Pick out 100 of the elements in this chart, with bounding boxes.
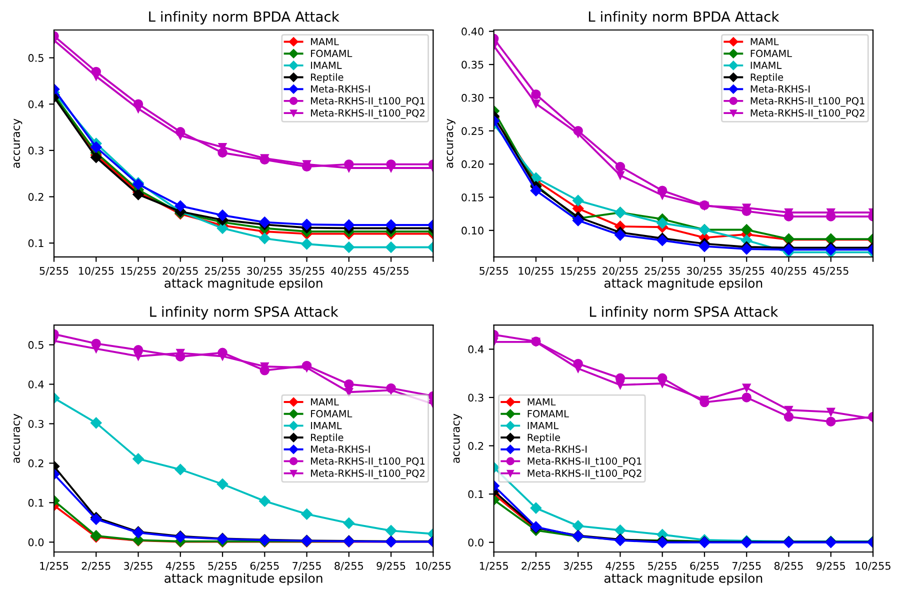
legend-label: MAML [311, 398, 339, 406]
x-tick-label: 7/255 [292, 562, 321, 571]
y-tick-label: 0.25 [462, 127, 484, 135]
x-tick-label: 4/255 [606, 562, 634, 571]
y-tick-label: 0.3 [468, 394, 484, 402]
x-tick-label: 7/255 [732, 562, 761, 571]
x-tick-label: 2/255 [82, 562, 110, 571]
legend-label: Meta-RKHS-II_t100_PQ2 [528, 470, 642, 480]
y-tick-label: 0.2 [28, 192, 44, 201]
y-tick-label: 0.20 [462, 160, 484, 168]
x-tick-label: 25/255 [644, 266, 680, 276]
x-tick-label: 20/255 [162, 266, 198, 276]
legend-label: IMAML [528, 422, 559, 430]
legend-label: Meta-RKHS-II_t100_PQ2 [311, 109, 424, 119]
chart-title: L infinity norm SPSA Attack [150, 306, 338, 320]
y-tick-label: 0.35 [462, 60, 484, 69]
legend-label: Meta-RKHS-II_t100_PQ1 [750, 97, 864, 107]
x-tick-label: 40/255 [331, 266, 366, 276]
x-tick-label: 10/255 [518, 266, 554, 276]
y-tick-label: 0.5 [28, 341, 44, 349]
legend-label: Reptile [311, 73, 344, 83]
legend-label: FOMAML [311, 50, 352, 58]
legend-label: IMAML [750, 62, 782, 69]
y-tick-label: 0.5 [28, 54, 44, 62]
y-tick-label: 0.2 [468, 442, 484, 450]
legend-label: Meta-RKHS-II_t100_PQ1 [528, 457, 642, 467]
y-axis-title: accuracy [14, 414, 22, 463]
y-axis-title: accuracy [446, 118, 456, 168]
x-tick-label: 1/255 [480, 562, 508, 571]
x-tick-label: 6/255 [690, 562, 719, 571]
legend-label: Reptile [528, 434, 560, 443]
y-tick-label: 0.3 [28, 420, 44, 428]
y-tick-label: 0.10 [462, 226, 484, 235]
x-tick-label: 10/255 [78, 266, 114, 276]
x-tick-label: 9/255 [816, 562, 845, 571]
x-tick-label: 8/255 [334, 562, 364, 571]
x-tick-label: 5/255 [648, 562, 676, 571]
legend-label: MAML [311, 38, 339, 46]
x-tick-label: 5/255 [480, 266, 508, 276]
legend-label: Meta-RKHS-I [528, 446, 587, 453]
legend-label: Reptile [311, 434, 344, 443]
legend-label: FOMAML [528, 410, 569, 418]
x-tick-label: 3/255 [124, 562, 152, 571]
y-tick-label: 0.15 [462, 193, 484, 202]
y-tick-label: 0.1 [468, 490, 484, 498]
legend-label: MAML [750, 38, 779, 46]
x-tick-label: 4/255 [166, 562, 194, 571]
legend-label: Meta-RKHS-I [311, 446, 370, 453]
legend-label: IMAML [311, 422, 342, 430]
x-tick-label: 35/255 [729, 266, 764, 276]
x-tick-label: 25/255 [204, 266, 240, 276]
x-tick-label: 10/255 [416, 562, 451, 571]
x-tick-label: 30/255 [247, 266, 282, 276]
x-axis-title: attack magnitude epsilon [164, 573, 322, 586]
x-tick-label: 35/255 [289, 266, 324, 276]
x-tick-label: 5/255 [208, 562, 237, 571]
x-tick-label: 40/255 [770, 266, 806, 276]
legend-label: Meta-RKHS-II_t100_PQ1 [311, 457, 424, 467]
x-tick-label: 15/255 [121, 266, 156, 276]
legend-label: MAML [528, 398, 556, 406]
legend-label: Meta-RKHS-II_t100_PQ2 [750, 109, 864, 119]
legend-label: Meta-RKHS-II_t100_PQ2 [311, 470, 424, 480]
y-tick-label: 0.30 [462, 94, 484, 102]
x-axis-title: attack magnitude epsilon [604, 573, 762, 586]
x-axis-title: attack magnitude epsilon [604, 278, 762, 290]
x-tick-label: 10/255 [856, 562, 890, 571]
x-tick-label: 1/255 [40, 562, 68, 571]
x-tick-label: 20/255 [602, 266, 638, 276]
x-tick-label: 5/255 [40, 266, 68, 276]
y-axis-title: accuracy [453, 414, 462, 463]
x-tick-label: 8/255 [774, 562, 803, 571]
legend-label: Reptile [750, 73, 784, 83]
x-tick-label: 45/255 [813, 266, 848, 276]
legend-label: Meta-RKHS-II_t100_PQ1 [311, 97, 424, 107]
chart-title: L infinity norm BPDA Attack [588, 11, 780, 25]
chart-title: L infinity norm SPSA Attack [590, 306, 778, 320]
legend-label: Meta-RKHS-I [311, 85, 370, 93]
y-tick-label: 0.1 [28, 498, 44, 507]
x-tick-label: 2/255 [522, 562, 550, 571]
legend-label: FOMAML [750, 50, 792, 58]
y-tick-label: 0.0 [468, 538, 484, 546]
x-tick-label: 30/255 [686, 266, 722, 276]
x-tick-label: 9/255 [376, 562, 406, 571]
y-tick-label: 0.4 [28, 100, 44, 108]
x-tick-label: 15/255 [560, 266, 596, 276]
chart-title: L infinity norm BPDA Attack [149, 11, 340, 25]
x-tick-label: 3/255 [564, 562, 592, 571]
y-axis-title: accuracy [14, 118, 22, 168]
x-tick-label: 45/255 [373, 266, 408, 276]
legend-label: FOMAML [311, 410, 352, 418]
legend-label: Meta-RKHS-I [750, 85, 810, 93]
y-tick-label: 0.3 [28, 146, 44, 155]
y-tick-label: 0.4 [468, 345, 484, 354]
y-tick-label: 0.1 [28, 239, 44, 248]
x-tick-label: 6/255 [250, 562, 279, 571]
y-tick-label: 0.0 [28, 538, 44, 546]
y-tick-label: 0.4 [28, 380, 44, 388]
y-tick-label: 0.40 [462, 28, 484, 36]
legend-label: IMAML [311, 62, 342, 69]
y-tick-label: 0.2 [28, 459, 44, 468]
